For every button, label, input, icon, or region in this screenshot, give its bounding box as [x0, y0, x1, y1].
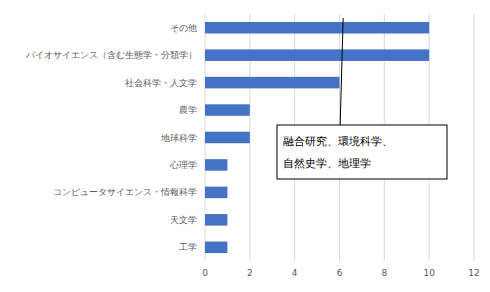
chart-svg: 0 2 4 6 8 10 12 その他バイオサイエンス（含む生態学・分類学） 社会科学・人文学農… [0, 0, 490, 292]
category-label: バイオサイエンス（含む生態学・分類学） [25, 50, 197, 60]
category-label: コンピュータサイエンス・情報科学 [53, 187, 197, 197]
annotation-text: 融合研究、環境科学、 [283, 135, 393, 148]
tick-label: 0 [202, 268, 208, 278]
category-label: 心理学 [169, 160, 197, 170]
category-label: その他 [170, 23, 197, 33]
bar [205, 22, 429, 34]
tick-label: 4 [292, 268, 298, 278]
tick-label: 6 [337, 268, 343, 278]
category-label: 工学 [179, 242, 197, 252]
bar [205, 104, 250, 116]
annotation-box [277, 125, 447, 179]
category-label: 地球科学 [160, 133, 197, 143]
bar [205, 49, 429, 61]
grid-line [474, 14, 475, 261]
chart-container: 0 2 4 6 8 10 12 その他バイオサイエンス（含む生態学・分類学） 社会科学・人文学農… [0, 0, 490, 292]
bar [205, 132, 250, 144]
bar [205, 187, 227, 199]
annotation-text: 自然史学、地理学 [283, 157, 371, 170]
annotation-pointer [340, 18, 343, 125]
category-label: 天文学 [170, 215, 197, 225]
tick-label: 8 [381, 268, 387, 278]
bar [205, 242, 227, 254]
category-label: 農学 [179, 105, 197, 115]
bar [205, 159, 227, 171]
tick-label: 10 [423, 268, 435, 278]
bar [205, 214, 227, 226]
bar [205, 77, 340, 89]
category-label: 社会科学・人文学 [125, 78, 197, 88]
tick-label: 2 [247, 268, 253, 278]
tick-label: 12 [468, 268, 479, 278]
